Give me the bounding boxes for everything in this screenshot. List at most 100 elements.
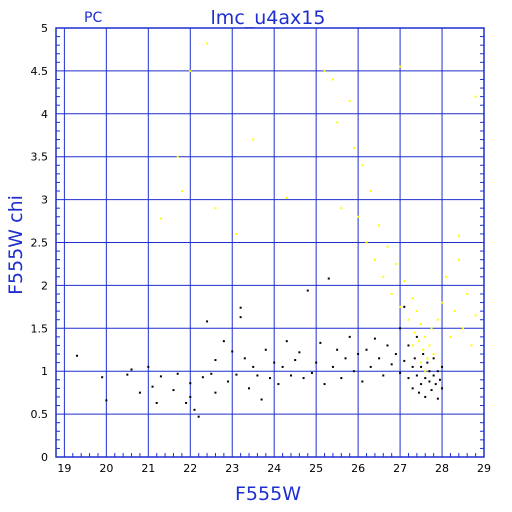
data-point-yellow [413,331,416,334]
data-point-black [327,277,330,280]
data-point-yellow [214,207,217,210]
data-point-black [176,372,179,375]
data-point-black [239,306,242,309]
data-point-black [264,348,267,351]
data-point-black [420,383,423,386]
x-tick-label: 21 [141,462,155,475]
data-point-black [172,389,175,392]
data-point-black [252,365,255,368]
y-tick-label: 0 [41,451,48,464]
data-point-black [399,371,402,374]
x-tick-label: 23 [225,462,239,475]
data-point-yellow [357,215,360,218]
data-point-black [206,320,209,323]
data-point-black [428,370,431,373]
data-point-yellow [399,305,402,308]
data-point-yellow [466,292,469,295]
data-point-black [378,357,381,360]
data-point-yellow [386,245,389,248]
data-point-black [424,395,427,398]
data-point-yellow [420,323,423,326]
data-point-yellow [474,95,477,98]
data-point-black [310,371,313,374]
data-point-black [269,377,271,380]
data-point-yellow [422,348,425,351]
data-point-yellow [189,69,192,72]
data-point-black [407,344,410,347]
data-point-yellow [361,164,364,167]
data-point-black [438,378,441,381]
data-point-yellow [411,297,414,300]
data-point-yellow [424,370,427,373]
data-point-black [369,365,372,368]
data-point-yellow [176,155,179,158]
data-point-yellow [457,258,460,261]
data-point-black [417,391,420,394]
data-point-yellow [336,121,339,124]
y-tick-label: 1.5 [31,322,49,335]
data-point-black [235,373,238,376]
corner-label: PC [84,10,102,26]
data-points [75,42,477,418]
data-point-black [256,374,259,377]
data-point-yellow [470,344,473,347]
data-point-black [302,377,305,380]
y-axis-title: F555W chi [5,195,27,295]
data-point-black [352,370,355,373]
data-point-black [415,335,418,338]
data-point-black [373,337,376,340]
data-point-black [126,373,129,376]
data-point-black [185,401,188,404]
data-point-black [336,348,339,351]
data-point-black [411,365,414,368]
data-point-yellow [417,340,420,343]
x-tick-label: 22 [183,462,197,475]
data-point-black [248,387,251,390]
data-point-yellow [285,196,288,199]
data-point-yellow [436,318,439,321]
data-point-black [273,361,276,364]
data-point-yellow [424,335,427,338]
data-point-yellow [348,99,351,102]
data-point-black [436,370,439,373]
x-tick-label: 29 [477,462,491,475]
data-point-yellow [365,241,368,244]
data-point-yellow [206,42,209,45]
data-point-black [281,365,284,368]
data-point-black [411,387,414,390]
data-point-black [289,374,292,377]
data-point-black [319,341,322,344]
data-point-yellow [369,190,372,193]
data-point-black [422,353,425,356]
data-point-black [222,340,225,343]
data-point-black [151,385,154,388]
data-point-yellow [340,207,343,210]
x-tick-label: 19 [57,462,71,475]
y-tick-label: 0.5 [31,408,49,421]
data-point-yellow [390,292,393,295]
data-point-yellow [407,318,410,321]
data-point-black [260,398,263,401]
data-point-black [130,368,133,371]
data-point-yellow [394,262,397,265]
data-point-black [340,377,343,380]
y-tick-label: 1 [41,365,48,378]
data-point-black [432,374,435,377]
data-point-yellow [445,275,448,278]
x-tick-label: 25 [309,462,323,475]
data-point-black [434,383,437,386]
data-point-yellow [331,78,334,81]
data-point-yellow [457,234,460,237]
y-tick-label: 2.5 [31,237,49,250]
chart-title: lmc_u4ax15 [211,7,326,29]
x-tick-label: 28 [435,462,449,475]
data-point-yellow [252,138,255,141]
data-point-black [413,357,416,360]
data-point-black [189,395,192,398]
y-tick-label: 3 [41,194,48,207]
data-point-black [415,374,418,377]
data-point-yellow [378,224,381,227]
x-tick-label: 26 [351,462,365,475]
tick-labels: 19 20 21 22 23 24 25 26 27 28 29 0 0.5 1 1.5 2 2.5 3 3.5 4 4… [31,22,492,475]
